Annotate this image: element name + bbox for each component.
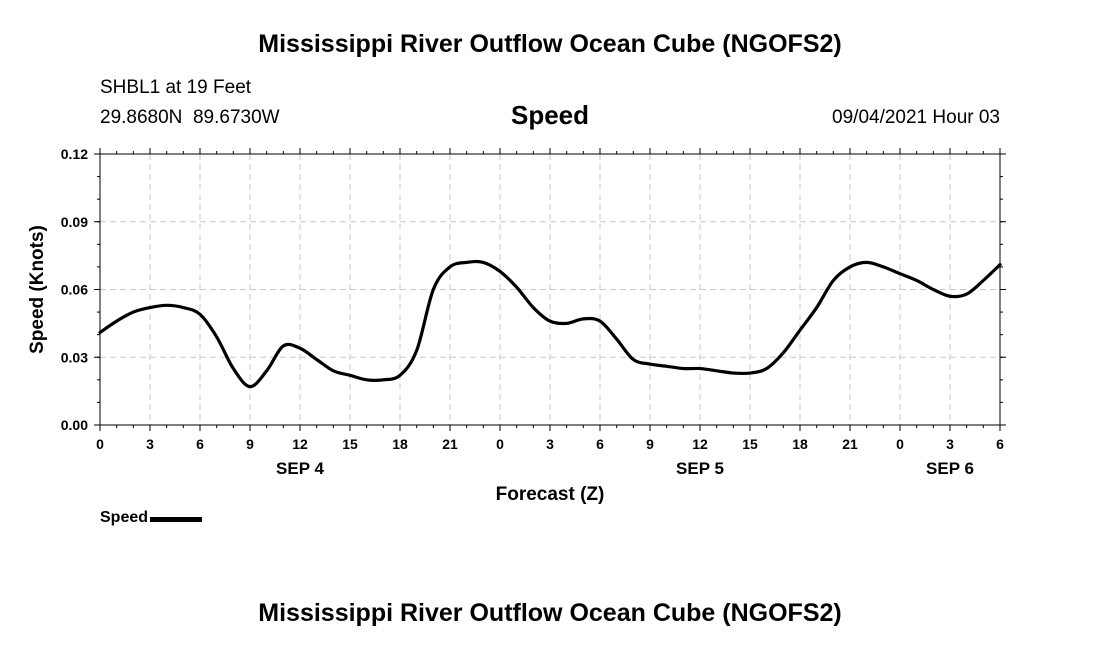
y-axis-title: Speed (Knots) <box>27 225 48 354</box>
x-tick-label: 21 <box>842 436 858 452</box>
x-tick-label: 9 <box>646 436 654 452</box>
x-tick-label: 3 <box>546 436 554 452</box>
series-line-speed <box>98 259 1002 389</box>
y-tick-label: 0.00 <box>61 417 88 433</box>
x-tick-label: 21 <box>442 436 458 452</box>
tick-layer <box>94 148 1006 431</box>
x-tick-label: 12 <box>692 436 708 452</box>
grid-layer <box>100 154 1000 425</box>
date-label: SEP 6 <box>926 459 974 478</box>
legend-label: Speed <box>100 509 149 526</box>
date-label: SEP 4 <box>276 459 324 478</box>
y-tick-label: 0.03 <box>61 349 88 365</box>
y-tick-label: 0.12 <box>61 146 88 162</box>
x-tick-label: 6 <box>996 436 1004 452</box>
x-tick-label: 9 <box>246 436 254 452</box>
chart-title: Mississippi River Outflow Ocean Cube (NG… <box>258 30 842 58</box>
x-tick-label: 0 <box>496 436 504 452</box>
x-tick-label: 6 <box>596 436 604 452</box>
footer-title: Mississippi River Outflow Ocean Cube (NG… <box>258 599 842 627</box>
x-tick-label: 18 <box>792 436 808 452</box>
variable-title: Speed <box>510 100 590 130</box>
x-tick-label: 15 <box>342 436 358 452</box>
y-tick-label: 0.09 <box>61 214 88 230</box>
date-label: SEP 5 <box>676 459 724 478</box>
x-tick-label: 12 <box>292 436 308 452</box>
x-tick-label: 3 <box>146 436 154 452</box>
x-tick-label: 0 <box>896 436 904 452</box>
x-tick-label: 3 <box>946 436 954 452</box>
station-label: SHBL1 at 19 Feet <box>100 77 252 98</box>
x-axis-title: Forecast (Z) <box>496 484 605 505</box>
x-tick-label: 0 <box>96 436 104 452</box>
legend: Speed <box>100 509 203 527</box>
forecast-datetime: 09/04/2021 Hour 03 <box>832 107 1000 128</box>
label-layer: 0.00 0.03 0.06 0.09 0.12 0 3 6 9 12 15 18 21 0 3 6 9 12 15… <box>61 146 1004 478</box>
x-tick-label: 18 <box>392 436 408 452</box>
x-tick-label: 15 <box>742 436 758 452</box>
legend-line-swatch <box>150 517 203 522</box>
x-tick-label: 6 <box>196 436 204 452</box>
y-tick-label: 0.06 <box>61 282 88 298</box>
coordinates-label: 29.8680N 89.6730W <box>100 107 280 128</box>
